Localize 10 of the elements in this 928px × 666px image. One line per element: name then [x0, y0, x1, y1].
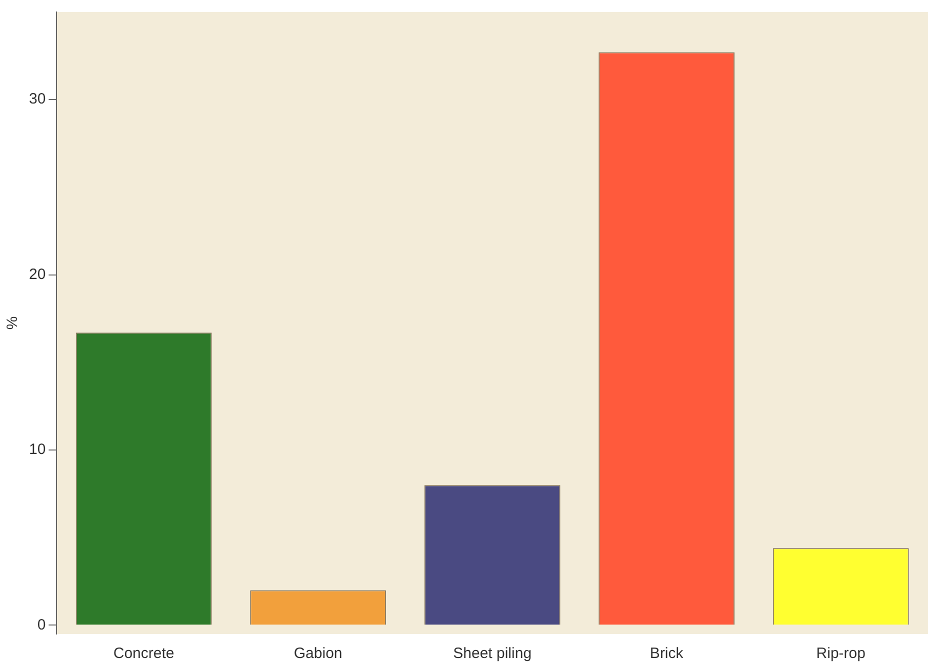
x-tick-label: Brick: [650, 645, 684, 662]
y-tick-label: 0: [37, 616, 46, 634]
x-tick-label: Sheet piling: [453, 645, 532, 662]
x-tick-label: Gabion: [294, 645, 342, 662]
y-tick-label: 30: [28, 90, 46, 108]
y-tick-label: 10: [28, 441, 46, 458]
x-tick-label: Concrete: [113, 645, 174, 662]
y-tick-label: 20: [28, 266, 46, 283]
x-tick-label: Rip-rop: [816, 645, 866, 662]
y-axis-title: %: [4, 316, 22, 330]
